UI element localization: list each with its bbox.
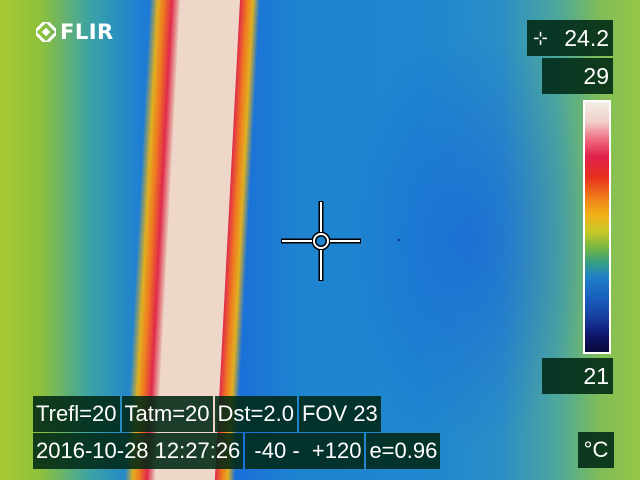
status-bar: 2016-10-28 12:27:26 -40 - +120 e=0.96 bbox=[33, 433, 441, 469]
distance: Dst=2.0 bbox=[214, 396, 297, 432]
flir-diamond-icon bbox=[36, 22, 56, 42]
emissivity: e=0.96 bbox=[366, 433, 441, 469]
spot-temperature-value: 24.2 bbox=[564, 24, 609, 51]
capture-datetime: 2016-10-28 12:27:26 bbox=[33, 433, 244, 469]
temperature-unit: °C bbox=[578, 432, 614, 468]
measurement-parameters: Trefl=20 Tatm=20 Dst=2.0 FOV 23 bbox=[33, 396, 381, 432]
temperature-range: -40 - +120 bbox=[245, 433, 365, 469]
reflected-temperature: Trefl=20 bbox=[33, 396, 120, 432]
spot-crosshair bbox=[281, 201, 361, 281]
hotspot-marker bbox=[398, 239, 400, 241]
temperature-color-scale bbox=[583, 100, 611, 354]
atmospheric-temperature: Tatm=20 bbox=[121, 396, 213, 432]
temperature-unit-label: °C bbox=[583, 437, 609, 462]
spot-temperature-readout: ⊹ 24.2 bbox=[527, 20, 613, 56]
scale-min-label: 21 bbox=[542, 358, 613, 394]
scale-min-value: 21 bbox=[583, 362, 609, 389]
spot-crosshair-icon: ⊹ bbox=[533, 28, 549, 48]
flir-logo: FLIR bbox=[36, 18, 114, 46]
flir-logo-text: FLIR bbox=[60, 20, 114, 44]
field-of-view: FOV 23 bbox=[298, 396, 381, 432]
scale-max-value: 29 bbox=[583, 62, 609, 89]
scale-max-label: 29 bbox=[542, 58, 613, 94]
